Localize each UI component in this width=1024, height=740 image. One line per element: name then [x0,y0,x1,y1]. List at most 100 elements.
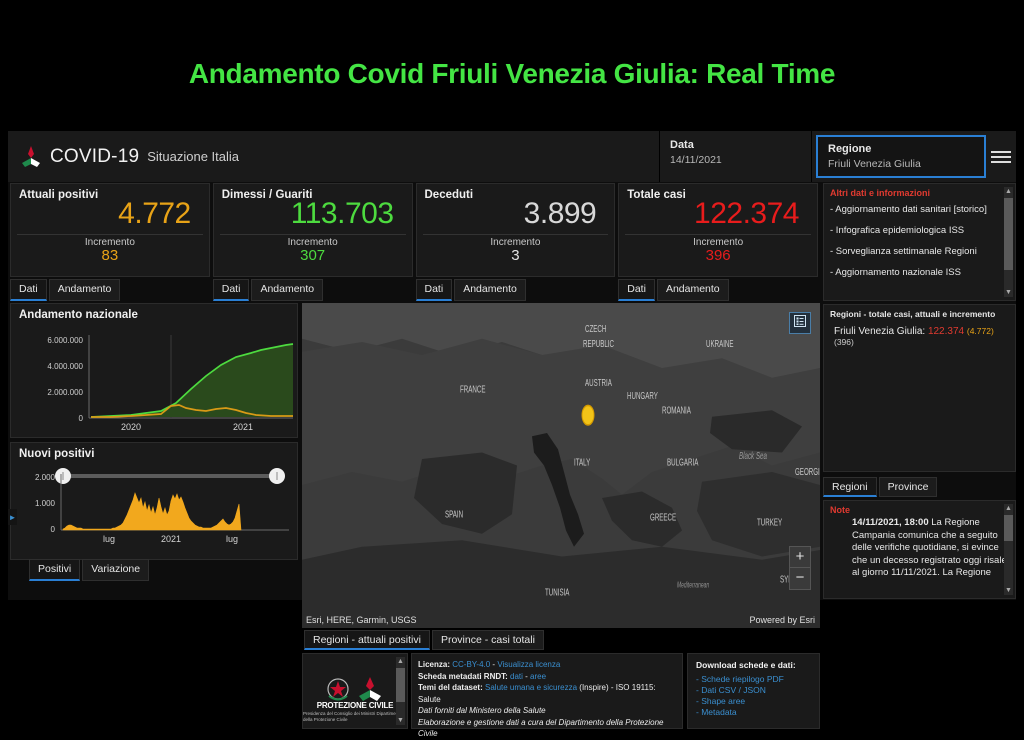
region-current: (4.772) [966,326,994,336]
scroll-up-icon[interactable]: ▲ [1005,188,1012,195]
download-link-metadata[interactable]: - Metadata [696,707,737,717]
y-tick-label: 2.000 [35,473,56,482]
license-view-link[interactable]: Visualizza licenza [497,660,561,669]
themes-label: Temi del dataset: [418,683,483,692]
kpi-increment-value: 83 [101,247,119,264]
tab-andamento[interactable]: Andamento [454,279,526,301]
tab-dati[interactable]: Dati [415,279,453,301]
chart-nuovi-positivi: Nuovi positivi 2.000 1.000 0 lug 2021 lu… [10,442,298,581]
map-label: ROMANIA [662,404,691,416]
download-link-pdf[interactable]: - Schede riepilogo PDF [696,674,784,684]
tab-dati[interactable]: Dati [618,279,655,301]
page-title: Andamento Covid Friuli Venezia Giulia: R… [188,58,836,89]
y-tick-label: 1.000 [35,499,56,508]
kpi-increment-value: 3 [511,247,520,264]
download-link-csv-json[interactable]: - Dati CSV / JSON [696,685,766,695]
footer-logo-subtitle: Presidenza del Consiglio dei Ministri Di… [303,711,403,722]
tab-dati[interactable]: Dati [10,279,47,301]
kpi-increment-value: 396 [705,247,731,264]
date-field[interactable]: Data 14/11/2021 [660,131,812,182]
license-label: Licenza: [418,660,451,669]
date-label: Data [670,139,694,151]
tab-andamento[interactable]: Andamento [48,279,121,301]
map-view[interactable]: CZECH REPUBLIC UKRAINE FRANCE AUSTRIA HU… [302,303,820,628]
kpi-row: Attuali positivi 4.772 Incremento 83 Dat… [8,183,818,301]
scroll-up-icon[interactable]: ▲ [1005,505,1012,512]
menu-button[interactable] [986,131,1016,182]
tab-andamento[interactable]: Andamento [656,279,729,301]
license-panel: Licenza: CC-BY-4.0 - Visualizza licenza … [411,653,683,738]
region-label: Regione [828,143,872,155]
info-item[interactable]: - Sorveglianza settimanale Regioni [830,246,977,257]
fvg-marker-icon[interactable] [581,404,595,426]
metadata-aree-link[interactable]: aree [530,671,547,681]
download-title: Download schede e dati: [696,660,796,670]
tab-positivi[interactable]: Positivi [29,559,81,581]
tab-regioni-attuali-positivi[interactable]: Regioni - attuali positivi [304,630,430,650]
tab-province-casi-totali[interactable]: Province - casi totali [431,630,544,650]
kpi-title: Dimessi / Guariti [221,189,313,201]
info-panel: Altri dati e informazioni - Aggiornament… [823,183,1016,301]
map-canvas [302,303,820,628]
metadata-dati-link[interactable]: dati [510,671,523,681]
tab-regioni[interactable]: Regioni [823,477,877,497]
chevron-right-icon: ► [8,512,17,522]
footer-logo-scrollbar[interactable]: ▲ ▼ [396,657,405,725]
kpi-card-dimessi-guariti: Dimessi / Guariti 113.703 Incremento 307… [212,183,413,301]
kpi-increment-label: Incremento [287,237,338,248]
region-selector[interactable]: Regione Friuli Venezia Giulia [816,135,986,178]
map-label: TURKEY [757,516,782,528]
map-legend-button[interactable] [789,312,811,334]
scroll-down-icon[interactable]: ▼ [397,717,404,724]
region-value: Friuli Venezia Giulia [828,158,921,170]
note-panel-scrollbar[interactable]: ▲ ▼ [1004,504,1013,595]
scroll-up-icon[interactable]: ▲ [397,658,404,665]
info-item[interactable]: - Aggiornamento nazionale ISS [830,267,961,278]
x-tick-label: 2020 [121,422,141,432]
kpi-title: Attuali positivi [19,189,99,201]
info-item[interactable]: - Aggiornamento dati sanitari [storico] [830,204,987,215]
license-line: Licenza: CC-BY-4.0 - Visualizza licenza [418,659,676,671]
metadata-label: Scheda metadati RNDT: [418,671,508,681]
kpi-card-attuali-positivi: Attuali positivi 4.772 Incremento 83 Dat… [10,183,210,301]
kpi-increment-label: Incremento [490,237,541,248]
y-axis-ticks: 6.000.000 4.000.000 2.000.000 0 [47,336,83,423]
info-item[interactable]: - Infografica epidemiologica ISS [830,225,965,236]
tab-variazione[interactable]: Variazione [82,559,150,581]
map-attribution-right: Powered by Esri [749,615,815,625]
regions-tabs: Regioni Province [823,477,1016,497]
scroll-down-icon[interactable]: ▼ [1005,587,1012,594]
scroll-down-icon[interactable]: ▼ [1005,289,1012,296]
download-link-shape[interactable]: - Shape aree [696,696,746,706]
kpi-card-deceduti: Deceduti 3.899 Incremento 3 Dati Andamen… [415,183,616,301]
kpi-card-totale-casi: Totale casi 122.374 Incremento 396 Dati … [618,183,818,301]
info-panel-scrollbar[interactable]: ▲ ▼ [1004,187,1013,297]
map-label: SPAIN [445,508,463,520]
kpi-increment-value: 307 [300,247,326,264]
x-tick-label: 2021 [161,534,181,544]
protezione-civile-symbol-icon [359,676,381,701]
region-name: Friuli Venezia Giulia: [834,326,926,337]
source-line: Dati forniti dal Ministero della Salute [418,706,546,715]
date-value: 14/11/2021 [670,154,722,166]
zoom-out-button[interactable]: − [795,569,805,586]
license-separator: - [490,660,498,669]
map-label: GREECE [650,511,676,523]
tab-province[interactable]: Province [878,477,938,497]
protezione-civile-footer-logo: PROTEZIONE CIVILE Presidenza del Consigl… [302,653,408,729]
panel-expand-handle[interactable]: ► [8,509,17,525]
chart-title: Nuovi positivi [19,448,95,460]
note-panel-title: Note [830,505,850,515]
license-value-link[interactable]: CC-BY-4.0 [452,660,491,669]
region-list-item[interactable]: Friuli Venezia Giulia: 122.374 (4.772) (… [830,326,1009,348]
tab-dati[interactable]: Dati [212,279,250,301]
themes-link[interactable]: Salute umana e sicurezza [485,683,578,692]
note-panel-body: 14/11/2021, 18:00 La Regione Campania co… [830,517,1009,580]
hamburger-menu-icon [991,148,1011,166]
zoom-in-button[interactable]: + [790,547,810,568]
kpi-title: Totale casi [627,189,686,201]
map-label: TUNISIA [545,586,570,598]
tab-andamento[interactable]: Andamento [251,279,324,301]
chart-nuovi-positivi-svg: 2.000 1.000 0 lug 2021 lug [35,468,289,544]
note-date: 14/11/2021, 18:00 [852,517,929,528]
